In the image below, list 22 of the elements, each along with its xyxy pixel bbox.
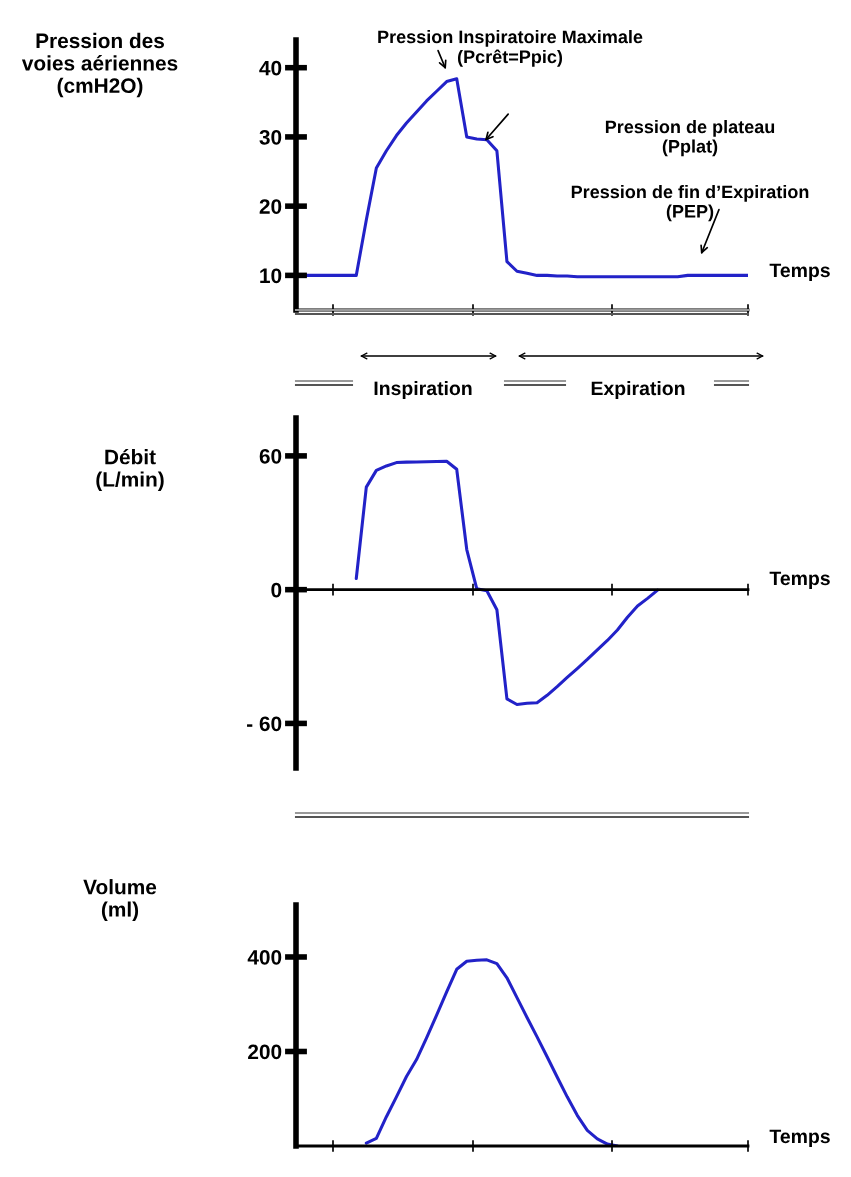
line-series	[354, 459, 660, 706]
y-tick-label: 30	[259, 129, 282, 145]
x-axis-title: Temps	[769, 263, 830, 282]
y-axis-title: Pression des voies aériennes (cmH2O)	[21, 32, 178, 98]
text: Expiration	[591, 380, 685, 400]
annotation: Pression de fin d’Expiration (PEP)	[571, 185, 809, 222]
y-tick-label: 40	[259, 60, 282, 76]
line-series	[364, 958, 619, 1146]
text: Inspiration	[374, 380, 472, 400]
y-tick-label: 400	[247, 949, 282, 965]
y-axis-title: Volume (ml)	[83, 879, 157, 921]
y-axis-title: Débit (L/min)	[96, 448, 164, 491]
y-tick-label: 20	[259, 199, 282, 214]
annotation: Pression Inspiratoire Maximale (Pcrêt=Ppic)	[378, 30, 643, 67]
annotation: Pression de plateau (Pplat)	[605, 120, 775, 157]
y-tick-label: 60	[259, 448, 282, 464]
y-tick-label: 200	[248, 1044, 282, 1060]
y-tick-label: - 60	[247, 716, 282, 732]
x-axis-title: Temps	[769, 571, 830, 590]
y-tick-label: 10	[260, 268, 282, 284]
y-tick-label: 0	[271, 582, 282, 598]
x-axis-title: Temps	[769, 1129, 830, 1148]
